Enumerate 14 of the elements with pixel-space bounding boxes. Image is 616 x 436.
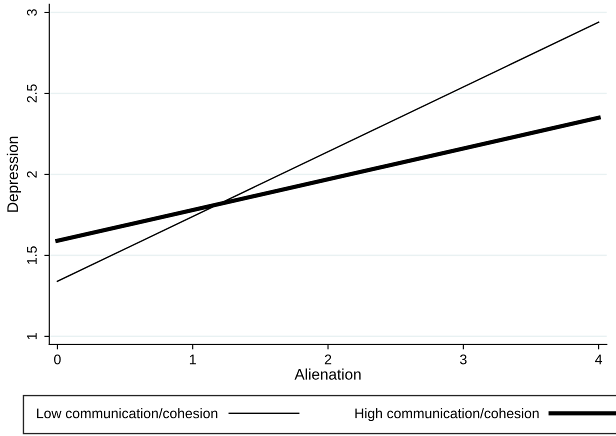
y-tick-label: 1.5 [27,246,37,264]
y-tick-label: 2.5 [26,84,37,102]
x-axis-title: Alienation [294,368,361,380]
x-tick-label: 3 [460,354,467,364]
legend-label: High communication/cohesion [355,408,539,422]
y-tick-label: 1 [27,333,37,340]
y-axis-title: Depression [6,136,22,212]
legend-label: Low communication/cohesion [37,408,218,418]
x-tick-label: 2 [324,354,332,364]
y-tick-label: 2 [26,171,37,178]
x-tick-label: 1 [190,354,196,364]
x-tick-label: 4 [595,354,602,364]
x-tick-label: 0 [54,354,61,364]
y-tick-label: 3 [26,9,37,16]
